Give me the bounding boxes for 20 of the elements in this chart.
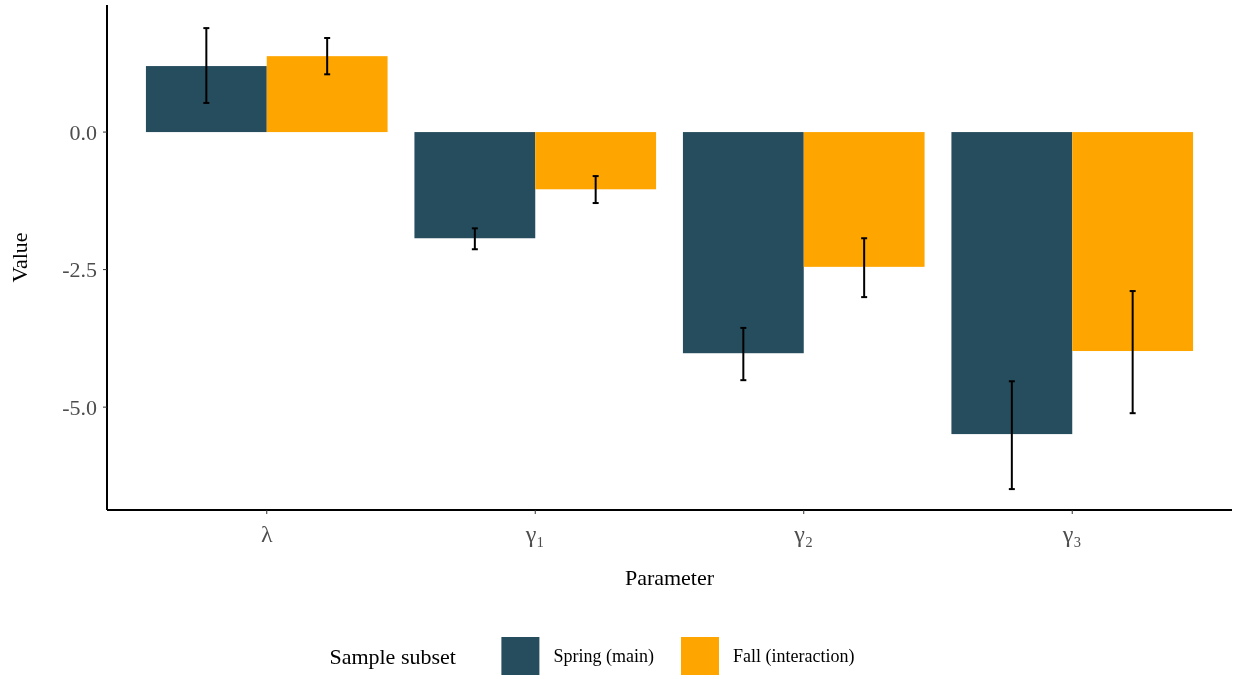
legend-label: Fall (interaction) xyxy=(733,646,855,668)
x-tick-label: γ₁ xyxy=(524,521,545,547)
legend-label: Spring (main) xyxy=(553,646,654,668)
bar xyxy=(145,66,267,133)
bar xyxy=(951,132,1073,435)
legend-title: Sample subset xyxy=(329,643,456,669)
x-tick-label: γ₃ xyxy=(1061,521,1082,547)
bar xyxy=(535,132,657,190)
bar xyxy=(266,56,388,133)
bar xyxy=(682,132,804,354)
y-tick-label: -5.0 xyxy=(62,394,97,420)
bar xyxy=(1072,132,1194,352)
bar xyxy=(414,132,536,239)
y-tick-label: -2.5 xyxy=(62,257,97,283)
bar xyxy=(803,132,925,267)
x-tick-label: λ xyxy=(260,521,273,547)
y-tick-label: 0.0 xyxy=(69,119,97,145)
y-axis-title: Value xyxy=(7,232,32,283)
x-tick-label: γ₂ xyxy=(793,521,814,547)
x-axis-title: Parameter xyxy=(624,565,715,590)
